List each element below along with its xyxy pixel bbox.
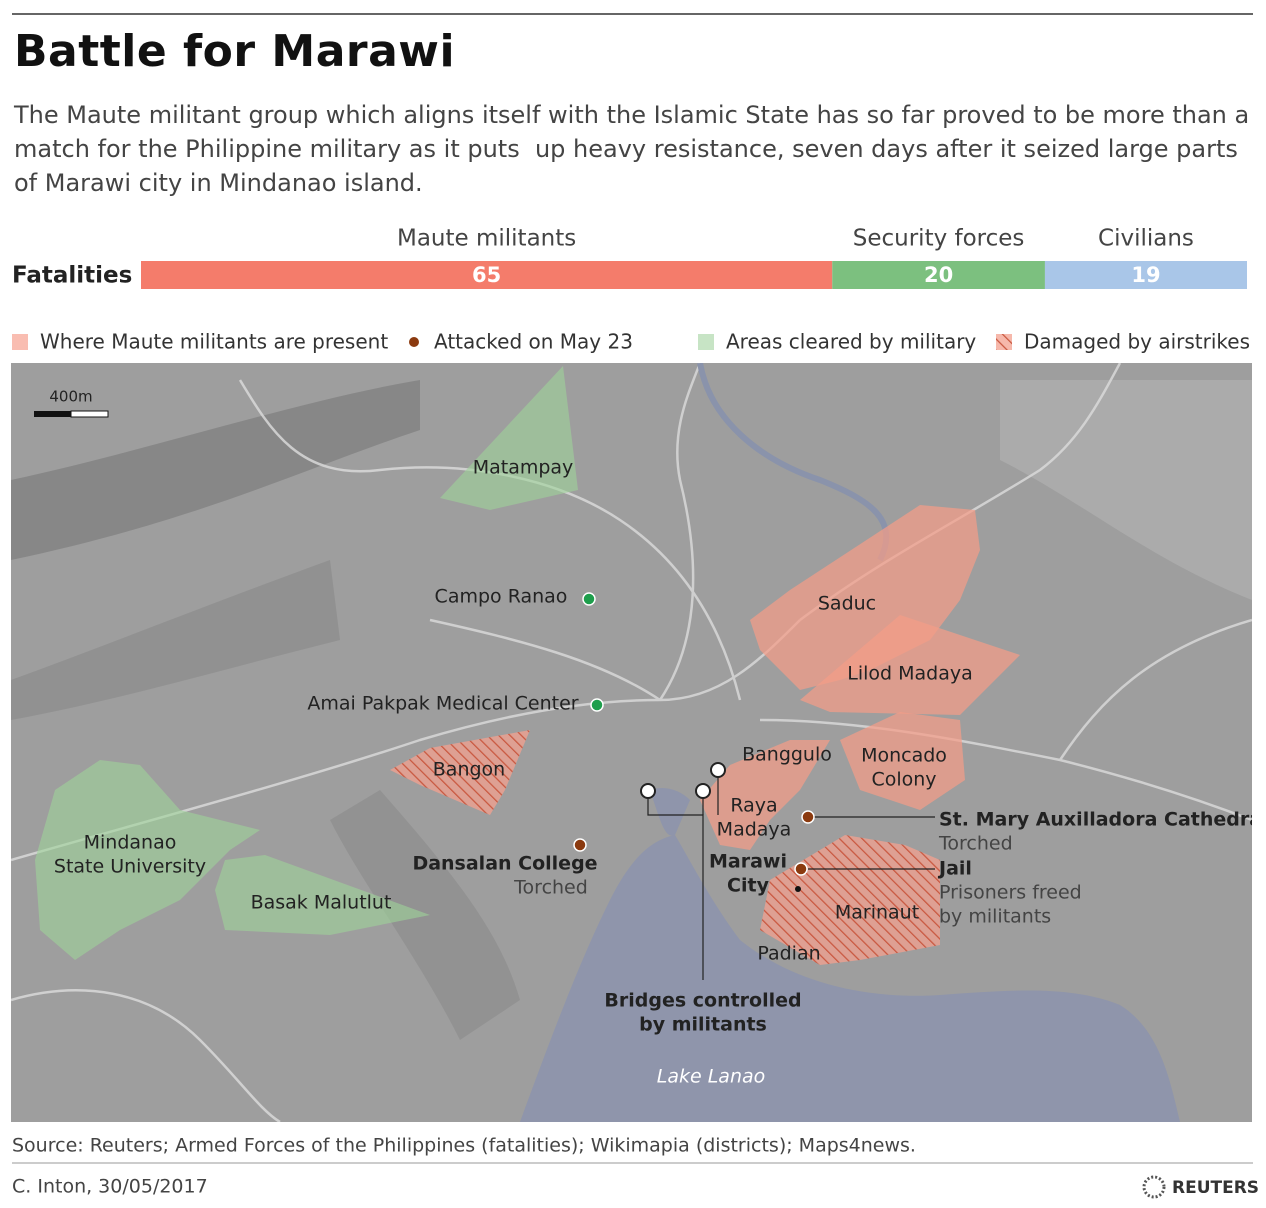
series-name: Maute militants <box>397 226 576 252</box>
legend-label: Damaged by airstrikes <box>1024 330 1250 354</box>
legend-label: Where Maute militants are present <box>40 330 388 354</box>
annotation-name: Bridges controlled <box>604 990 801 1012</box>
source: Source: Reuters; Armed Forces of the Phi… <box>12 1135 916 1157</box>
scale-bar: 400m <box>34 388 109 418</box>
annotation-name: Jail <box>937 858 972 880</box>
legend-swatch <box>12 334 28 350</box>
legend-swatch <box>698 334 714 350</box>
bar-label: Fatalities <box>12 263 132 289</box>
cleared-areas <box>35 366 578 960</box>
logo-text: REUTERS <box>1172 1178 1259 1198</box>
value-label: 20 <box>924 263 953 287</box>
bridge <box>710 762 726 778</box>
place-label: Amai Pakpak Medical Center <box>307 693 578 715</box>
legend-swatch <box>996 334 1012 350</box>
area-moncado <box>840 712 965 810</box>
logo: REUTERS <box>1142 1175 1259 1199</box>
terrain <box>11 380 420 560</box>
scale-segment <box>70 410 109 418</box>
map-labels: Matampay Campo Ranao Amai Pakpak Medical C… <box>54 457 1266 1088</box>
terrain <box>1000 380 1252 600</box>
terrain <box>11 560 340 720</box>
area-basak <box>215 855 430 935</box>
annotation-note: by militants <box>639 1014 767 1036</box>
credit: C. Inton, 30/05/2017 <box>12 1176 208 1198</box>
place-label: Padian <box>757 943 820 965</box>
militant-areas <box>700 505 1020 850</box>
bar-segment <box>141 261 833 289</box>
roads <box>11 363 1252 1122</box>
place-label: Campo Ranao <box>435 586 568 608</box>
place-label: Banggulo <box>742 744 832 766</box>
annotation-note: Prisoners freed <box>939 882 1082 904</box>
area-bangon <box>390 730 530 815</box>
place-label: Basak Malutlut <box>251 892 392 914</box>
scale-label: 400m <box>49 388 92 406</box>
area-msu <box>35 760 260 960</box>
series-name: Security forces <box>853 226 1025 252</box>
place-label: Moncado <box>861 745 947 767</box>
area-lilod <box>800 615 1020 715</box>
legend-swatch <box>409 337 419 347</box>
inlet <box>650 788 690 836</box>
series-name: Civilians <box>1098 226 1194 252</box>
lake <box>520 835 1180 1122</box>
place-label: Matampay <box>473 457 574 479</box>
points <box>573 592 815 892</box>
scale-segment <box>34 411 71 417</box>
place-label: City <box>727 875 770 897</box>
leader-line <box>647 798 704 980</box>
place-label: Saduc <box>818 593 876 615</box>
place-label: Mindanao <box>84 832 177 854</box>
point <box>573 838 587 852</box>
map: 400m Matampay Campo Ranao Amai Pakpak Medi… <box>11 363 1266 1122</box>
point <box>801 810 815 824</box>
point <box>582 592 596 606</box>
annotation-note: by militants <box>939 906 1051 928</box>
place-label: Marawi <box>709 851 787 873</box>
legend-label: Areas cleared by military <box>726 330 976 354</box>
bridge <box>695 783 711 799</box>
area-matampay <box>440 366 578 510</box>
lake-label: Lake Lanao <box>657 1066 766 1088</box>
bridges <box>640 762 726 799</box>
place-label: Lilod Madaya <box>847 663 973 685</box>
place-label: State University <box>54 856 206 878</box>
value-label: 19 <box>1131 263 1160 287</box>
annotation-note: Torched <box>513 877 588 899</box>
point <box>795 886 801 892</box>
place-label: Raya <box>730 795 777 817</box>
place-label: Madaya <box>717 819 792 841</box>
point <box>590 698 604 712</box>
legend-label: Attacked on May 23 <box>434 330 633 354</box>
place-label: Bangon <box>433 759 505 781</box>
logo-mark <box>1142 1175 1166 1199</box>
bar-segment <box>832 261 1045 289</box>
annotation-name: St. Mary Auxilladora Cathedral <box>939 809 1266 831</box>
area-raya <box>700 740 830 850</box>
title: Battle for Marawi <box>14 26 456 77</box>
bar-segment <box>1044 261 1247 289</box>
leaders <box>647 777 935 980</box>
value-label: 65 <box>472 263 501 287</box>
place-label: Colony <box>871 769 936 791</box>
place-label: Marinaut <box>835 902 919 924</box>
bridge <box>640 783 656 799</box>
annotation-note: Torched <box>938 833 1013 855</box>
annotation-name: Dansalan College <box>412 853 597 875</box>
point <box>794 862 808 876</box>
subtitle: The Maute militant group which aligns it… <box>14 101 1257 197</box>
river <box>697 363 890 562</box>
